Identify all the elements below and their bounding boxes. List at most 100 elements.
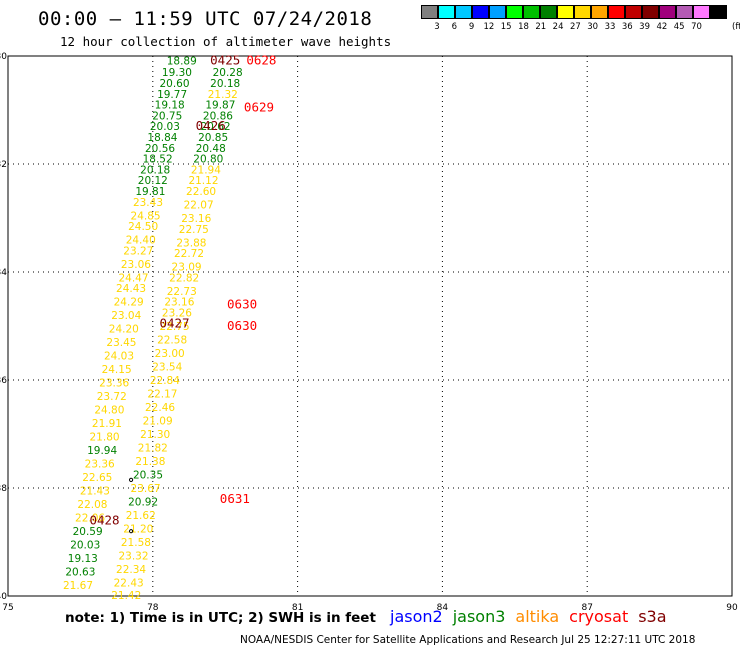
- wave-height-value: 21.42: [111, 590, 141, 602]
- track-marker: [128, 477, 134, 482]
- wave-height-value: 20.03: [150, 121, 180, 133]
- wave-height-value: 23.36: [99, 378, 129, 390]
- wave-height-value: 20.63: [65, 567, 95, 579]
- color-swatch: [489, 5, 506, 19]
- wave-height-value: 24.40: [126, 235, 156, 247]
- wave-height-value: 21.12: [188, 175, 218, 187]
- lat-tick-label: -40: [0, 592, 7, 602]
- wave-height-value: 24.29: [114, 297, 144, 309]
- pass-time-label: 0630: [227, 318, 257, 333]
- wave-height-value: 21.09: [143, 416, 173, 428]
- color-swatch: [659, 5, 676, 19]
- wave-height-value: 19.87: [205, 100, 235, 112]
- wave-height-value: 19.77: [157, 89, 187, 101]
- pass-time-label: 0428: [89, 512, 119, 527]
- wave-height-value: 21.20: [123, 524, 153, 536]
- wave-height-value: 22.72: [174, 248, 204, 260]
- color-legend-label: 3: [434, 22, 440, 32]
- color-legend-unit: (ft): [732, 22, 740, 32]
- wave-height-value: 22.65: [82, 472, 112, 484]
- wave-height-value: 21.62: [126, 510, 156, 522]
- wave-height-value: 21.82: [138, 443, 168, 455]
- wave-height-value: 24.20: [109, 324, 139, 336]
- wave-height-value: 22.58: [157, 335, 187, 347]
- wave-height-value: 18.84: [147, 132, 177, 144]
- wave-height-value: 21.94: [191, 164, 221, 176]
- pass-time-label: 0630: [227, 296, 257, 311]
- wave-height-value: 22.34: [116, 564, 146, 576]
- wave-height-value: 22.06: [75, 513, 105, 525]
- color-legend-label: 39: [639, 22, 650, 32]
- color-legend-label: 18: [518, 22, 529, 32]
- pass-time-label: 0426: [196, 118, 226, 133]
- wave-height-value: 23.06: [121, 259, 151, 271]
- footer-credit: NOAA/NESDIS Center for Satellite Applica…: [240, 634, 696, 646]
- wave-height-value: 23.26: [162, 308, 192, 320]
- wave-height-value: 21.43: [80, 486, 110, 498]
- color-legend-label: 24: [552, 22, 564, 32]
- pass-time-label: 0425: [210, 52, 240, 67]
- wave-height-value: 20.62: [201, 121, 231, 133]
- pass-time-label: 0427: [159, 315, 189, 330]
- wave-height-value: 22.75: [179, 224, 209, 236]
- wave-height-value: 22.73: [167, 286, 197, 298]
- wave-height-value: 24.15: [102, 364, 132, 376]
- wave-height-value: 21.32: [208, 89, 238, 101]
- page-title: 00:00 – 11:59 UTC 07/24/2018: [38, 8, 373, 30]
- wave-height-value: 24.80: [94, 405, 124, 417]
- wave-height-value: 23.32: [118, 551, 148, 563]
- color-swatch: [693, 5, 710, 19]
- wave-height-value: 20.12: [138, 175, 168, 187]
- wave-height-value: 22.07: [184, 200, 214, 212]
- wave-height-value: 22.60: [186, 186, 216, 198]
- wave-height-value: 20.48: [196, 143, 226, 155]
- lat-tick-label: -38: [0, 484, 7, 494]
- wave-height-value: 22.84: [150, 375, 180, 387]
- wave-height-value: 20.03: [70, 540, 100, 552]
- wave-height-value: 20.18: [140, 164, 170, 176]
- lon-tick-label: 81: [292, 603, 303, 613]
- color-legend-label: 30: [587, 22, 599, 32]
- pass-time-label: 0631: [220, 491, 250, 506]
- satellite-legend-s3a: s3a: [638, 607, 667, 626]
- wave-height-value: 21.67: [63, 580, 93, 592]
- wave-height-value: 22.46: [145, 402, 175, 414]
- color-swatch: [540, 5, 557, 19]
- color-swatch: [455, 5, 472, 19]
- wave-height-value: 23.88: [176, 237, 206, 249]
- wave-height-value: 23.00: [155, 348, 185, 360]
- track-marker: [128, 529, 134, 534]
- lat-tick-label: -34: [0, 268, 7, 278]
- satellite-legend-altika: altika: [515, 607, 560, 626]
- wave-height-value: 20.75: [152, 110, 182, 122]
- wave-height-value: 20.18: [210, 78, 240, 90]
- color-legend-label: 27: [569, 22, 581, 32]
- wave-height-value: 24.50: [128, 221, 158, 233]
- wave-height-value: 20.35: [133, 470, 163, 482]
- color-legend-label: 15: [500, 22, 512, 32]
- lon-tick-label: 78: [147, 603, 159, 613]
- lon-tick-label: 87: [581, 603, 592, 613]
- color-legend-label: 33: [604, 22, 616, 32]
- satellite-legend: jason2 jason3 altika cryosat s3a: [390, 607, 677, 626]
- color-legend-label: 6: [451, 22, 457, 32]
- wave-height-value: 18.52: [143, 154, 173, 166]
- wave-height-value: 23.45: [106, 337, 136, 349]
- wave-height-value: 24.85: [131, 210, 161, 222]
- wave-height-value: 19.13: [68, 553, 98, 565]
- lon-tick-label: 84: [437, 603, 449, 613]
- color-swatch: [608, 5, 625, 19]
- wave-height-value: 19.81: [135, 186, 165, 198]
- wave-height-value: 24.47: [118, 272, 148, 284]
- color-swatch: [591, 5, 608, 19]
- pass-time-label: 0629: [244, 99, 274, 114]
- footer-note: note: 1) Time is in UTC; 2) SWH is in fe…: [65, 610, 376, 626]
- wave-height-value: 23.09: [172, 262, 202, 274]
- lat-tick-label: -30: [0, 52, 7, 62]
- wave-height-value: 23.54: [152, 362, 182, 374]
- wave-height-value: 19.94: [87, 445, 117, 457]
- wave-height-value: 20.80: [193, 154, 223, 166]
- wave-height-value: 21.91: [92, 418, 122, 430]
- wave-height-value: 22.82: [169, 272, 199, 284]
- color-swatch: [642, 5, 659, 19]
